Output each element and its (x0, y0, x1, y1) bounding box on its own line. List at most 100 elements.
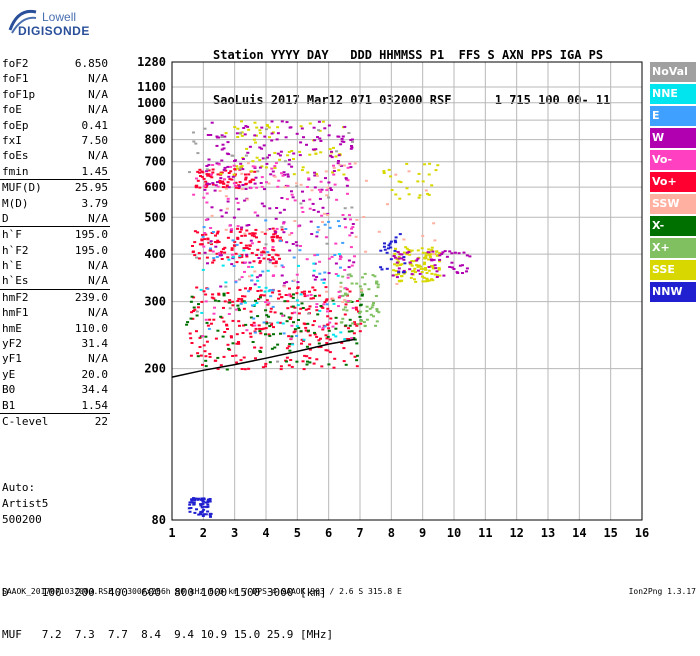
data-point (311, 324, 315, 327)
data-point (258, 146, 262, 149)
data-point (405, 247, 409, 250)
data-point (315, 173, 319, 176)
data-point (355, 342, 359, 345)
data-point (230, 154, 234, 157)
data-point (369, 313, 373, 316)
data-point (318, 309, 322, 312)
data-point (395, 273, 399, 276)
data-point (225, 184, 229, 187)
data-point (255, 186, 259, 189)
data-point (267, 154, 271, 157)
data-point (358, 315, 362, 318)
data-point (202, 344, 206, 347)
data-point (247, 173, 251, 176)
data-point (242, 307, 246, 310)
data-point (461, 264, 464, 267)
legend-item-x: X+ (650, 238, 696, 258)
param-label: hmE (2, 321, 22, 335)
param-row: foF1p N/A (0, 87, 110, 102)
data-point (279, 332, 282, 335)
data-point (355, 282, 359, 285)
data-point (302, 339, 305, 342)
scaling-code: 500200 (2, 513, 42, 526)
data-point (306, 360, 309, 363)
data-point (260, 251, 264, 254)
data-point (330, 156, 334, 159)
data-point (405, 251, 409, 254)
data-point (192, 306, 196, 309)
data-point (210, 214, 214, 217)
data-point (317, 339, 321, 342)
data-point (207, 158, 211, 161)
data-point (277, 297, 280, 300)
data-point (431, 266, 435, 269)
data-point (393, 252, 397, 255)
data-point (365, 318, 369, 321)
data-point (400, 275, 403, 278)
data-point (337, 296, 341, 299)
param-row: foEs N/A (0, 148, 110, 163)
data-point (353, 255, 356, 258)
data-point (323, 271, 327, 274)
data-point (208, 499, 212, 502)
data-point (349, 218, 352, 221)
data-point (297, 312, 301, 315)
data-point (245, 229, 249, 232)
data-point (315, 235, 319, 238)
data-point (284, 228, 288, 230)
data-point (313, 294, 317, 297)
param-row: hmF1 N/A (0, 305, 110, 320)
data-point (224, 186, 228, 189)
data-point (260, 202, 264, 205)
data-point (458, 264, 462, 267)
data-point (216, 185, 220, 188)
param-value: 195.0 (74, 243, 108, 257)
data-point (274, 260, 278, 263)
data-point (221, 186, 225, 189)
data-point (291, 243, 295, 245)
data-point (278, 293, 282, 296)
data-point (234, 159, 237, 162)
data-point (215, 162, 219, 165)
data-point (423, 257, 427, 260)
data-point (355, 218, 359, 221)
data-point (318, 197, 322, 200)
data-point (275, 227, 279, 230)
data-point (421, 234, 425, 237)
data-point (240, 234, 244, 237)
data-point (189, 354, 193, 357)
data-point (325, 290, 329, 293)
data-point (265, 314, 269, 317)
data-point (200, 175, 204, 178)
data-point (262, 327, 266, 330)
data-point (326, 315, 330, 318)
data-point (243, 295, 247, 298)
data-point (435, 274, 439, 277)
data-point (428, 162, 432, 165)
data-point (271, 291, 275, 294)
data-point (290, 324, 294, 327)
data-point (211, 293, 215, 296)
data-point (275, 207, 279, 209)
data-point (317, 120, 321, 123)
data-point (341, 275, 345, 278)
data-point (328, 338, 332, 341)
data-point (349, 246, 353, 249)
data-point (242, 324, 246, 327)
data-point (246, 162, 250, 165)
data-point (237, 185, 241, 188)
data-point (221, 143, 225, 146)
data-point (232, 173, 236, 176)
data-point (324, 334, 328, 337)
data-point (321, 120, 325, 123)
data-point (256, 214, 260, 217)
data-point (438, 252, 442, 255)
param-value: N/A (88, 306, 108, 320)
param-label: yF1 (2, 352, 22, 366)
data-point (201, 500, 205, 503)
data-point (341, 294, 345, 297)
legend-item-vo: Vo- (650, 150, 696, 170)
data-point (453, 251, 457, 254)
data-point (344, 363, 348, 366)
data-point (307, 307, 311, 310)
